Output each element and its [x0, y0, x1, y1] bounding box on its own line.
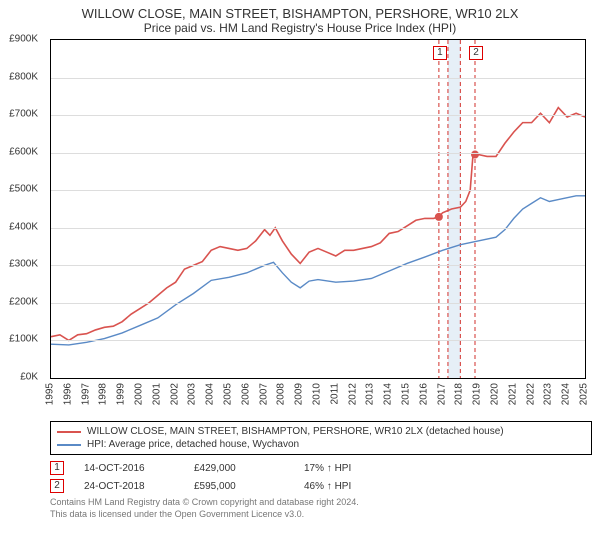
y-tick-label: £300K	[0, 259, 38, 270]
y-tick-label: £0K	[0, 372, 38, 383]
transaction-row: 1 14-OCT-2016£429,00017% ↑ HPI	[50, 461, 592, 475]
legend-item-hpi: HPI: Average price, detached house, Wych…	[57, 439, 585, 450]
series-hpi	[51, 196, 585, 345]
x-tick-label: 2018	[454, 383, 465, 405]
x-tick-label: 2011	[329, 383, 340, 405]
y-tick-label: £800K	[0, 71, 38, 82]
x-tick-label: 1996	[62, 383, 73, 405]
x-tick-label: 2010	[312, 383, 323, 405]
x-tick-label: 2021	[507, 383, 518, 405]
chart-plot-area: 12	[50, 39, 586, 379]
marker-1: 1	[433, 46, 447, 60]
x-tick-label: 1998	[98, 383, 109, 405]
legend-label-hpi: HPI: Average price, detached house, Wych…	[87, 439, 299, 450]
x-tick-label: 2012	[347, 383, 358, 405]
legend-swatch-property	[57, 431, 81, 433]
y-tick-label: £400K	[0, 221, 38, 232]
x-tick-label: 2020	[490, 383, 501, 405]
x-tick-label: 2025	[579, 383, 590, 405]
series-property	[51, 108, 585, 341]
x-tick-label: 2000	[134, 383, 145, 405]
x-tick-label: 2001	[151, 383, 162, 405]
legend-box: WILLOW CLOSE, MAIN STREET, BISHAMPTON, P…	[50, 421, 592, 455]
legend-swatch-hpi	[57, 444, 81, 446]
x-tick-label: 2015	[401, 383, 412, 405]
chart-svg	[51, 40, 585, 378]
x-tick-label: 1995	[45, 383, 56, 405]
transaction-marker: 1	[50, 461, 64, 475]
footer-text: Contains HM Land Registry data © Crown c…	[50, 497, 592, 520]
transaction-marker: 2	[50, 479, 64, 493]
x-tick-label: 1999	[116, 383, 127, 405]
x-tick-label: 2004	[205, 383, 216, 405]
x-tick-label: 2006	[240, 383, 251, 405]
x-tick-label: 2005	[223, 383, 234, 405]
x-tick-label: 2007	[258, 383, 269, 405]
x-tick-label: 2022	[525, 383, 536, 405]
y-tick-label: £700K	[0, 109, 38, 120]
y-tick-label: £200K	[0, 296, 38, 307]
footer-line-2: This data is licensed under the Open Gov…	[50, 509, 592, 521]
legend-label-property: WILLOW CLOSE, MAIN STREET, BISHAMPTON, P…	[87, 426, 504, 437]
transaction-delta: 46% ↑ HPI	[304, 481, 414, 492]
transaction-price: £595,000	[194, 481, 304, 492]
x-tick-label: 2016	[418, 383, 429, 405]
chart-subtitle: Price paid vs. HM Land Registry's House …	[8, 21, 592, 35]
x-tick-label: 2017	[436, 383, 447, 405]
transaction-row: 2 24-OCT-2018£595,00046% ↑ HPI	[50, 479, 592, 493]
transaction-price: £429,000	[194, 463, 304, 474]
transaction-date: 14-OCT-2016	[84, 463, 194, 474]
transaction-delta: 17% ↑ HPI	[304, 463, 414, 474]
x-tick-label: 2019	[472, 383, 483, 405]
marker-2: 2	[469, 46, 483, 60]
x-tick-label: 2009	[294, 383, 305, 405]
transactions-list: 1 14-OCT-2016£429,00017% ↑ HPI 2 24-OCT-201…	[8, 461, 592, 493]
footer-line-1: Contains HM Land Registry data © Crown c…	[50, 497, 592, 509]
y-tick-label: £500K	[0, 184, 38, 195]
chart-title: WILLOW CLOSE, MAIN STREET, BISHAMPTON, P…	[8, 6, 592, 21]
x-tick-label: 2013	[365, 383, 376, 405]
legend-item-property: WILLOW CLOSE, MAIN STREET, BISHAMPTON, P…	[57, 426, 585, 437]
x-tick-label: 1997	[80, 383, 91, 405]
y-tick-label: £900K	[0, 34, 38, 45]
x-tick-label: 2014	[383, 383, 394, 405]
transaction-date: 24-OCT-2018	[84, 481, 194, 492]
y-tick-label: £100K	[0, 334, 38, 345]
x-tick-label: 2008	[276, 383, 287, 405]
y-tick-label: £600K	[0, 146, 38, 157]
x-tick-label: 2023	[543, 383, 554, 405]
x-tick-label: 2003	[187, 383, 198, 405]
x-tick-label: 2002	[169, 383, 180, 405]
x-axis-labels: 1995199619971998199920002001200220032004…	[50, 379, 586, 413]
x-tick-label: 2024	[561, 383, 572, 405]
